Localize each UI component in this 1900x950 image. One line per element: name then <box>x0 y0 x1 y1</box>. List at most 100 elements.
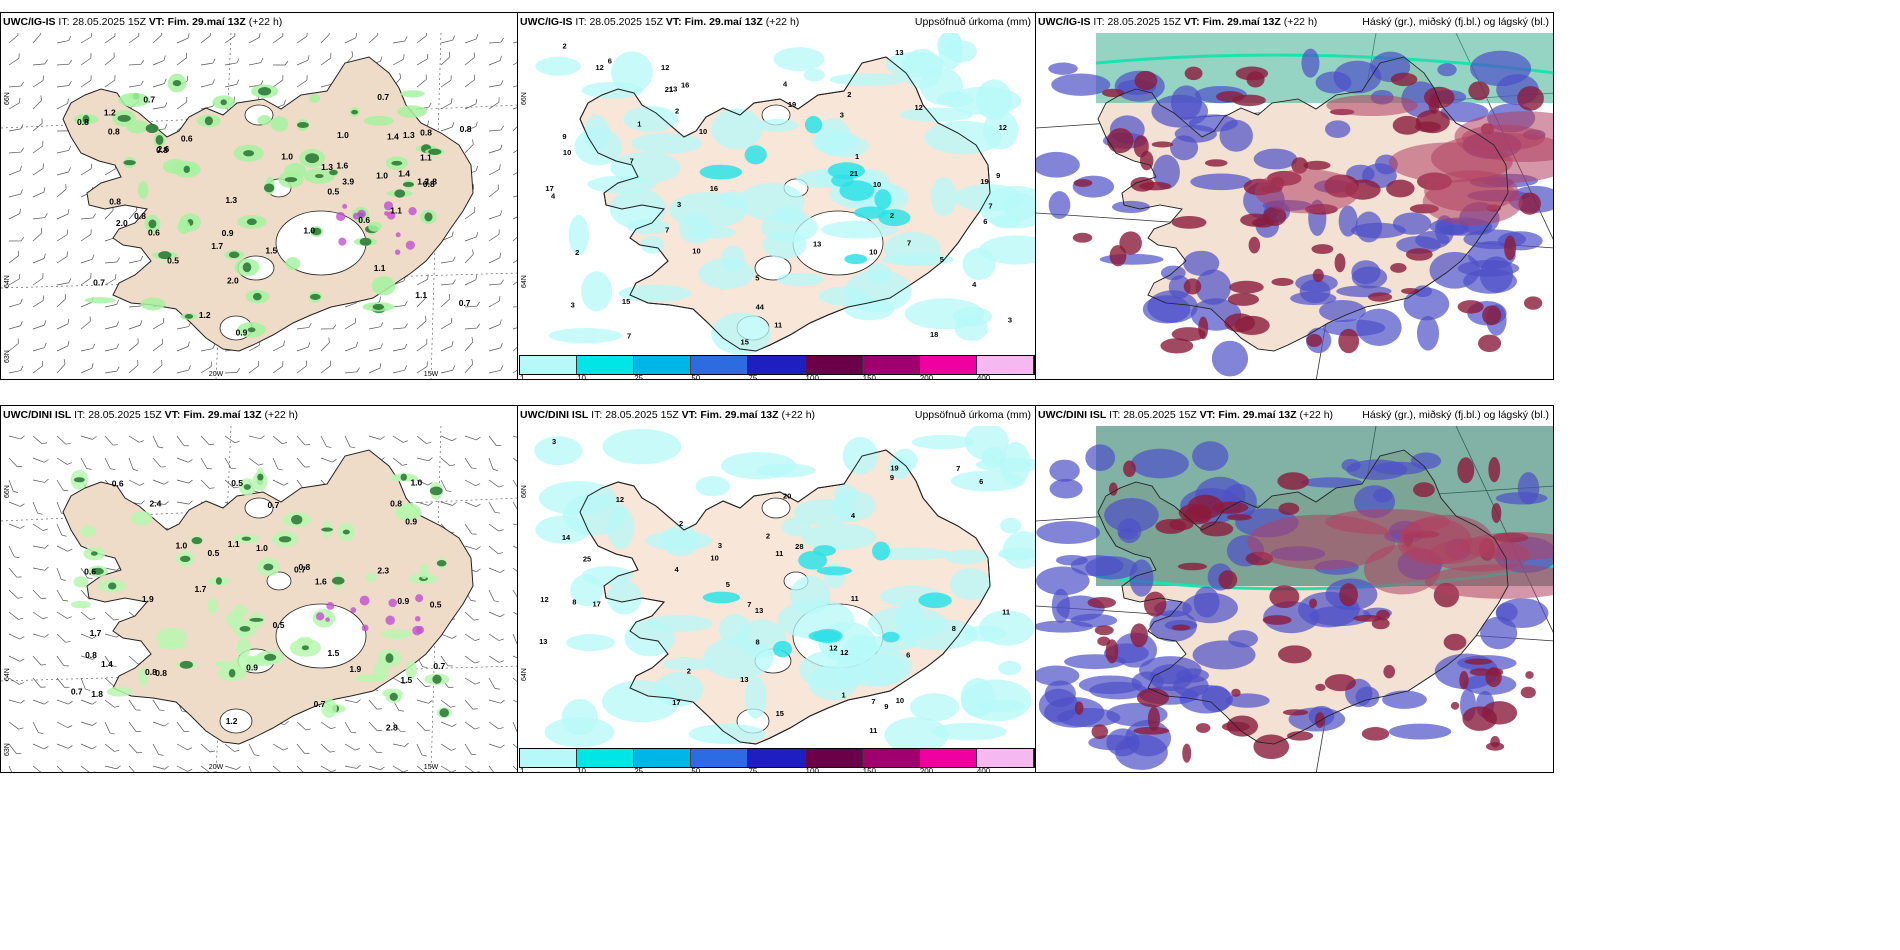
wind-map[interactable]: 1.40.80.62.01.20.80.51.00.81.31.41.70.71… <box>1 33 518 380</box>
light-precip-patch <box>381 629 412 639</box>
snow-patch <box>385 615 395 626</box>
mid-cloud-patch <box>1488 457 1501 483</box>
longitude-line <box>430 426 442 772</box>
cloud-map[interactable] <box>1036 33 1554 380</box>
wind-barb <box>56 633 71 643</box>
barb-flag <box>404 36 408 42</box>
barb-shaft <box>32 633 45 638</box>
wind-barb <box>512 232 517 242</box>
wind-map[interactable]: 0.80.71.00.80.51.80.70.91.70.80.71.00.51… <box>1 426 518 773</box>
barb-shaft <box>488 41 501 44</box>
barb-shaft <box>56 721 68 728</box>
wind-barb <box>320 721 336 730</box>
barb-flag <box>403 769 409 772</box>
barb-flag <box>451 317 453 323</box>
precip-area <box>627 219 670 235</box>
wind-barb <box>488 721 504 730</box>
barb-shaft <box>8 655 20 662</box>
lon-label-15w: 15W <box>424 371 439 378</box>
precip-panel-bottom: UWC/DINI ISL IT: 28.05.2025 15Z VT: Fim.… <box>517 405 1036 773</box>
barb-shaft <box>512 277 517 286</box>
heavy-precip-patch <box>436 560 447 567</box>
barb-flag <box>20 699 25 704</box>
wind-barb <box>8 165 22 176</box>
cloud-map[interactable] <box>1036 426 1554 773</box>
barb-flag <box>326 446 332 448</box>
colorbar-swatch <box>748 749 806 767</box>
wind-barb <box>56 81 72 88</box>
barb-flag <box>164 124 168 129</box>
wind-barb <box>512 122 517 132</box>
barb-shaft <box>512 501 517 513</box>
barb-shaft <box>80 743 93 750</box>
barb-shaft <box>440 126 453 132</box>
lat-label-64n: 64N <box>521 275 528 288</box>
barb-flag <box>41 118 43 124</box>
barb-flag <box>20 147 24 153</box>
barb-flag <box>209 33 211 36</box>
coastline <box>579 56 991 352</box>
snow-patch <box>394 249 401 255</box>
barb-flag <box>498 485 504 488</box>
wind-barb <box>416 699 433 704</box>
heavy-precip-patch <box>400 473 407 481</box>
light-precip-patch <box>138 667 148 687</box>
barb-flag <box>116 321 119 327</box>
barb-flag <box>497 184 499 190</box>
barb-flag <box>68 701 73 705</box>
barb-shaft <box>56 699 69 705</box>
wind-barb <box>464 457 477 469</box>
mid-cloud-patch <box>1485 742 1505 751</box>
precip-area <box>884 232 941 266</box>
wind-barb <box>80 765 96 772</box>
low-cloud-patch <box>1104 498 1159 533</box>
mid-cloud-patch <box>1306 333 1323 348</box>
value-label: 1.6 <box>315 577 327 587</box>
barb-flag <box>61 578 67 582</box>
barb-flag <box>186 96 188 103</box>
barb-flag <box>494 688 500 690</box>
snow-patch <box>357 209 366 219</box>
barb-shaft <box>440 260 453 264</box>
barb-flag <box>474 638 480 641</box>
heavy-precip-patch <box>389 692 398 701</box>
low-cloud-patch <box>1131 448 1189 479</box>
barb-shaft <box>248 457 259 466</box>
barb-shaft <box>416 501 429 506</box>
precip-map[interactable]: 2810252019121113141312281113710817154375… <box>518 426 1036 773</box>
barb-shaft <box>296 365 307 374</box>
snow-patch <box>415 594 424 603</box>
barb-shaft <box>440 56 451 66</box>
barb-flag <box>474 661 480 664</box>
value-label: 7 <box>630 156 634 165</box>
low-cloud-patch <box>1070 555 1124 577</box>
barb-shaft <box>176 37 189 44</box>
barb-flag <box>68 81 72 86</box>
value-label: 1 <box>855 152 859 161</box>
barb-shaft <box>56 765 66 772</box>
barb-flag <box>43 253 46 259</box>
precip-area <box>602 428 682 465</box>
value-label: 13 <box>813 240 821 249</box>
wind-barb <box>80 254 95 264</box>
barb-flag <box>17 465 23 468</box>
light-precip-patch <box>140 297 166 311</box>
barb-flag <box>424 293 426 299</box>
wind-barb <box>32 273 44 286</box>
wind-barb <box>128 360 139 374</box>
value-label: 1.8 <box>91 689 103 699</box>
barb-shaft <box>272 435 283 444</box>
mid-cloud-patch <box>1523 296 1543 310</box>
value-label: 3 <box>1008 316 1012 325</box>
barb-flag <box>282 771 287 773</box>
barb-shaft <box>56 435 67 445</box>
mid-cloud-patch <box>1147 706 1160 732</box>
barb-flag <box>17 597 23 599</box>
barb-shaft <box>80 589 90 600</box>
value-label: 5 <box>755 273 759 282</box>
low-cloud-patch <box>1351 266 1388 289</box>
mid-cloud-patch <box>1282 709 1309 716</box>
value-label: 9 <box>884 702 888 711</box>
barb-shaft <box>512 677 517 687</box>
